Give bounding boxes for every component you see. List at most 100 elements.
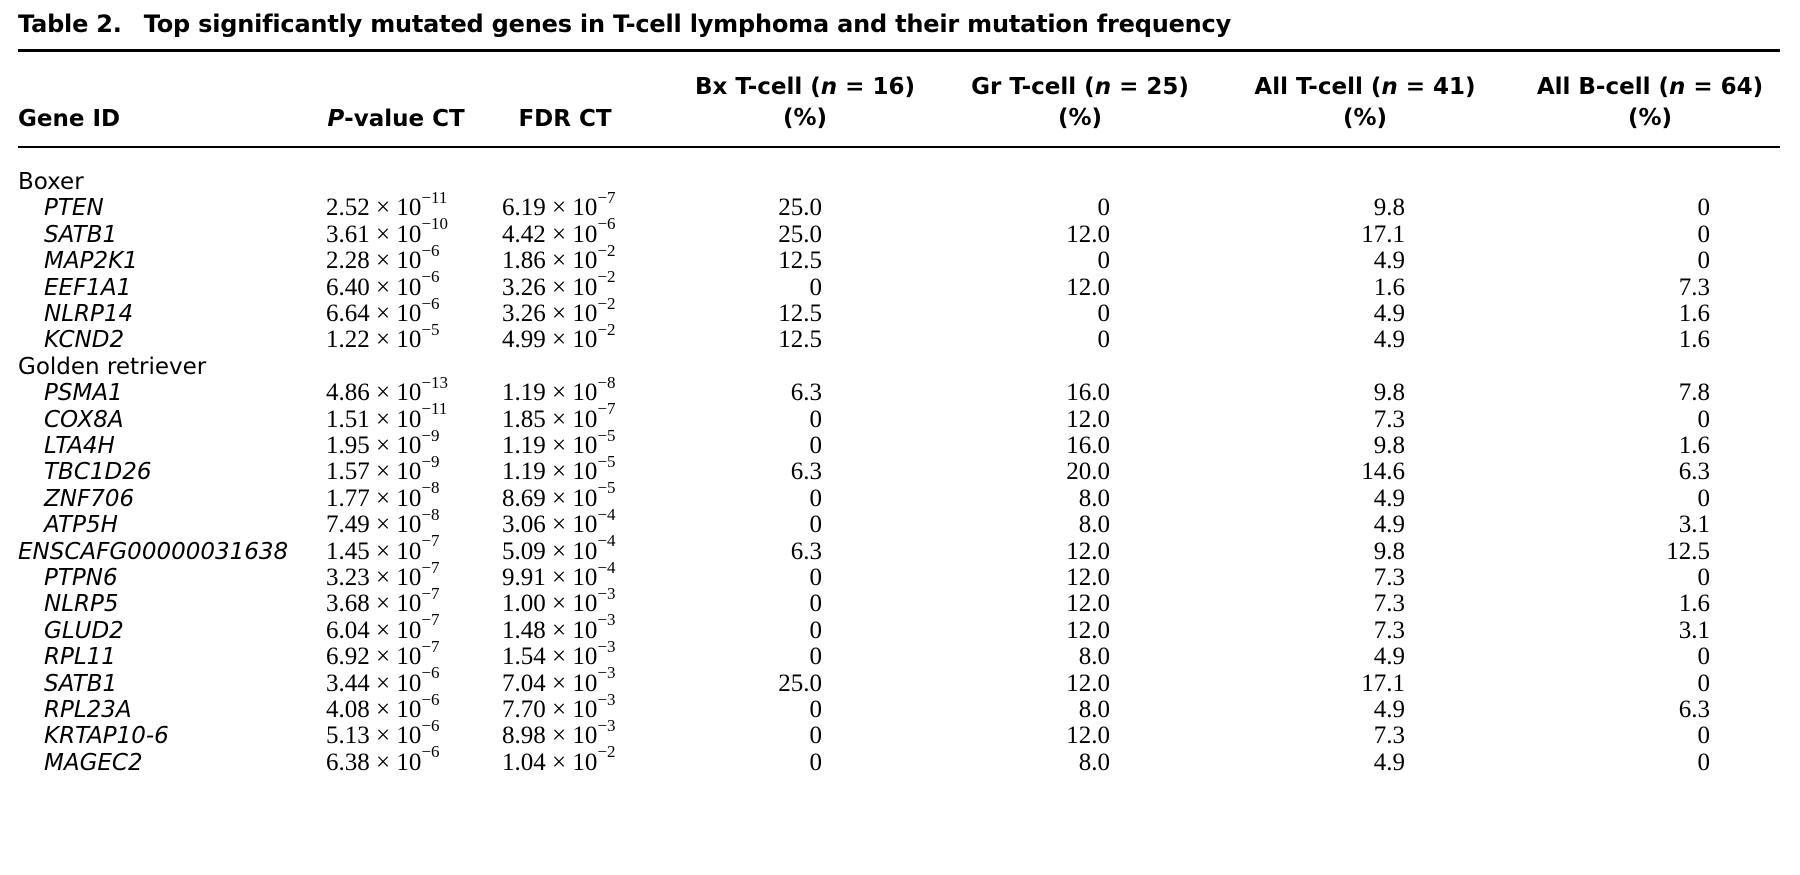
gene-id-cell: NLRP5 [44, 591, 119, 618]
fdr-exponent: −3 [597, 610, 616, 630]
gr-tcell-cell: 0 [1097, 326, 1111, 354]
table-row: TBC1D26 1.57 × 10−9 1.19 × 10−5 6.3 20.0 14.6… [0, 453, 1800, 487]
gene-id-cell: PTPN6 [44, 565, 118, 591]
fdr-mantissa: 1.04 × 10 [502, 748, 598, 776]
fdr-exponent: −5 [597, 452, 616, 472]
gr-tcell-cell: 12.0 [1066, 722, 1110, 750]
all-tcell-cell: 7.3 [1373, 564, 1405, 591]
p-value-mantissa: 3.61 × 10 [326, 220, 422, 248]
table-title: Top significantly mutated genes in T-cel… [143, 10, 1232, 38]
p-value-cell: 1.95 × 10−9 [326, 427, 439, 461]
p-value-mantissa: 1.45 × 10 [326, 537, 422, 565]
table-row: GLUD2 6.04 × 10−7 1.48 × 10−3 0 12.0 7.3 3.1 [0, 611, 1800, 646]
p-value-cell: 3.23 × 10−7 [326, 559, 439, 593]
table-row: RPL11 6.92 × 10−7 1.54 × 10−3 0 8.0 4.9 0 [0, 638, 1800, 672]
all-bcell-cell: 7.3 [1678, 273, 1710, 301]
fdr-cell: 1.19 × 10−5 [502, 427, 615, 461]
all-bcell-cell: 0 [1697, 643, 1711, 671]
fdr-exponent: −7 [597, 188, 616, 208]
table-row: ZNF706 1.77 × 10−8 8.69 × 10−5 0 8.0 4.9 0 [0, 479, 1800, 514]
fdr-exponent: −8 [597, 372, 616, 392]
header-all-tcell: All T-cell (n = 41) (%) [1254, 74, 1476, 131]
fdr-exponent: −3 [597, 689, 616, 709]
fdr-exponent: −2 [597, 267, 616, 287]
fdr-exponent: −3 [597, 663, 616, 683]
gene-id-cell: SATB1 [44, 670, 118, 697]
gene-id-cell: NLRP14 [44, 301, 134, 327]
all-bcell-cell: 1.6 [1678, 326, 1710, 354]
all-bcell-cell: 6.3 [1678, 458, 1710, 486]
gene-id-cell: RPL11 [44, 644, 116, 671]
fdr-mantissa: 1.48 × 10 [502, 616, 598, 644]
fdr-mantissa: 8.98 × 10 [502, 722, 598, 750]
header-gene-id: Gene ID [18, 106, 121, 132]
group-row: Boxer [0, 167, 1800, 197]
p-value-exponent: −11 [421, 399, 448, 419]
p-value-exponent: −11 [421, 188, 448, 208]
all-tcell-cell: 7.3 [1373, 722, 1405, 750]
bx-tcell-cell: 6.3 [790, 379, 822, 407]
gene-id-cell: MAP2K1 [44, 248, 138, 275]
p-value-mantissa: 7.49 × 10 [326, 511, 422, 539]
all-tcell-cell: 4.9 [1373, 326, 1405, 354]
fdr-cell: 7.70 × 10−3 [502, 691, 615, 725]
fdr-mantissa: 4.42 × 10 [502, 220, 598, 248]
p-value-cell: 3.61 × 10−10 [326, 215, 448, 250]
gene-id-cell: EEF1A1 [44, 274, 132, 301]
gene-id-cell: KCND2 [44, 327, 125, 354]
all-tcell-cell: 9.8 [1373, 537, 1405, 565]
group-row: Golden retriever [0, 352, 1800, 382]
p-value-exponent: −8 [421, 504, 440, 524]
p-value-exponent: −6 [421, 663, 440, 683]
all-bcell-cell: 0 [1697, 194, 1711, 222]
fdr-cell: 1.19 × 10−8 [502, 374, 615, 408]
all-tcell-cell: 4.9 [1373, 300, 1405, 327]
gene-id-cell: COX8A [44, 406, 124, 433]
fdr-exponent: −5 [597, 425, 616, 445]
header-gr-tcell: Gr T-cell (n = 25) (%) [971, 74, 1189, 131]
p-value-cell: 4.86 × 10−13 [326, 374, 448, 408]
table-row: PSMA1 4.86 × 10−13 1.19 × 10−8 6.3 16.0 9.8 7.… [0, 374, 1800, 408]
p-value-exponent: −6 [421, 267, 440, 287]
all-bcell-cell: 12.5 [1666, 537, 1710, 565]
fdr-mantissa: 9.91 × 10 [502, 564, 598, 591]
bx-tcell-cell: 0 [809, 405, 823, 433]
all-tcell-cell: 7.3 [1373, 405, 1405, 433]
fdr-cell: 1.00 × 10−3 [502, 585, 615, 619]
all-tcell-cell: 1.6 [1373, 273, 1405, 301]
p-value-mantissa: 1.22 × 10 [326, 326, 422, 354]
header-rule [18, 146, 1780, 148]
table-row: COX8A 1.51 × 10−11 1.85 × 10−7 0 12.0 7.3 0 [0, 400, 1800, 435]
gr-tcell-cell: 0 [1097, 300, 1111, 327]
fdr-cell: 4.42 × 10−6 [502, 215, 615, 250]
table-row: ATP5H 7.49 × 10−8 3.06 × 10−4 0 8.0 4.9 3.1 [0, 506, 1800, 540]
header-bx-tcell: Bx T-cell (n = 16) (%) [695, 74, 915, 131]
p-value-mantissa: 1.51 × 10 [326, 405, 422, 433]
gr-tcell-cell: 8.0 [1078, 511, 1110, 539]
bx-tcell-cell: 0 [809, 722, 823, 750]
fdr-cell: 1.48 × 10−3 [502, 611, 615, 646]
all-tcell-cell: 9.8 [1373, 194, 1405, 222]
fdr-mantissa: 5.09 × 10 [502, 537, 598, 565]
table-row: SATB1 3.61 × 10−10 4.42 × 10−6 25.0 12.0 17.1… [0, 215, 1800, 250]
gr-tcell-cell: 12.0 [1066, 405, 1110, 433]
p-value-cell: 3.68 × 10−7 [326, 585, 439, 619]
table-row: NLRP5 3.68 × 10−7 1.00 × 10−3 0 12.0 7.3 1.6 [0, 585, 1800, 619]
all-tcell-cell: 17.1 [1361, 220, 1405, 248]
p-value-exponent: −9 [421, 452, 440, 472]
bx-tcell-cell: 25.0 [778, 194, 822, 222]
gene-id-cell: ZNF706 [44, 485, 135, 512]
all-bcell-cell: 7.8 [1678, 379, 1710, 407]
gene-id-cell: LTA4H [44, 433, 115, 459]
fdr-exponent: −3 [597, 584, 616, 604]
p-value-cell: 1.51 × 10−11 [326, 400, 447, 435]
p-value-cell: 6.92 × 10−7 [326, 638, 439, 672]
fdr-cell: 1.54 × 10−3 [502, 638, 615, 672]
all-tcell-cell: 4.9 [1373, 696, 1405, 723]
gene-id-cell: GLUD2 [44, 617, 124, 644]
gene-id-cell: RPL23A [44, 697, 132, 723]
gr-tcell-cell: 0 [1097, 194, 1111, 222]
p-value-exponent: −7 [421, 584, 440, 604]
p-value-exponent: −6 [421, 716, 440, 736]
